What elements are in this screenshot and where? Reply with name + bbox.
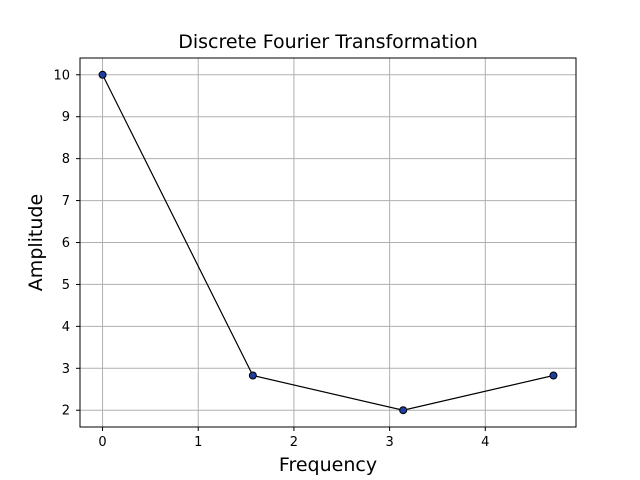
data-point [549,371,558,380]
x-tick-label: 1 [194,435,202,450]
y-tick-label: 9 [62,110,70,125]
y-tick-label: 5 [62,278,70,293]
x-tick-label: 0 [98,435,106,450]
x-axis-label: Frequency [279,454,377,476]
series [98,70,558,415]
y-tick-label: 4 [62,320,70,335]
series-line [102,74,554,411]
y-tick-label: 3 [62,362,70,377]
y-tick-label: 2 [62,404,70,419]
grid [80,58,576,427]
data-point [98,70,107,79]
x-tick-label: 3 [385,435,393,450]
y-tick-label: 6 [62,236,70,251]
x-tick-label: 4 [481,435,489,450]
ticks: 0 1 2 3 4 2 3 4 5 6 7 8 9 10 [53,68,489,450]
y-axis-label: Amplitude [25,194,47,291]
y-tick-label: 7 [62,194,70,209]
x-tick-label: 2 [290,435,298,450]
y-tick-label: 8 [62,152,70,167]
data-point [248,371,257,380]
chart-title: Discrete Fourier Transformation [178,31,478,53]
data-point [399,406,408,415]
y-tick-label: 10 [53,68,70,83]
